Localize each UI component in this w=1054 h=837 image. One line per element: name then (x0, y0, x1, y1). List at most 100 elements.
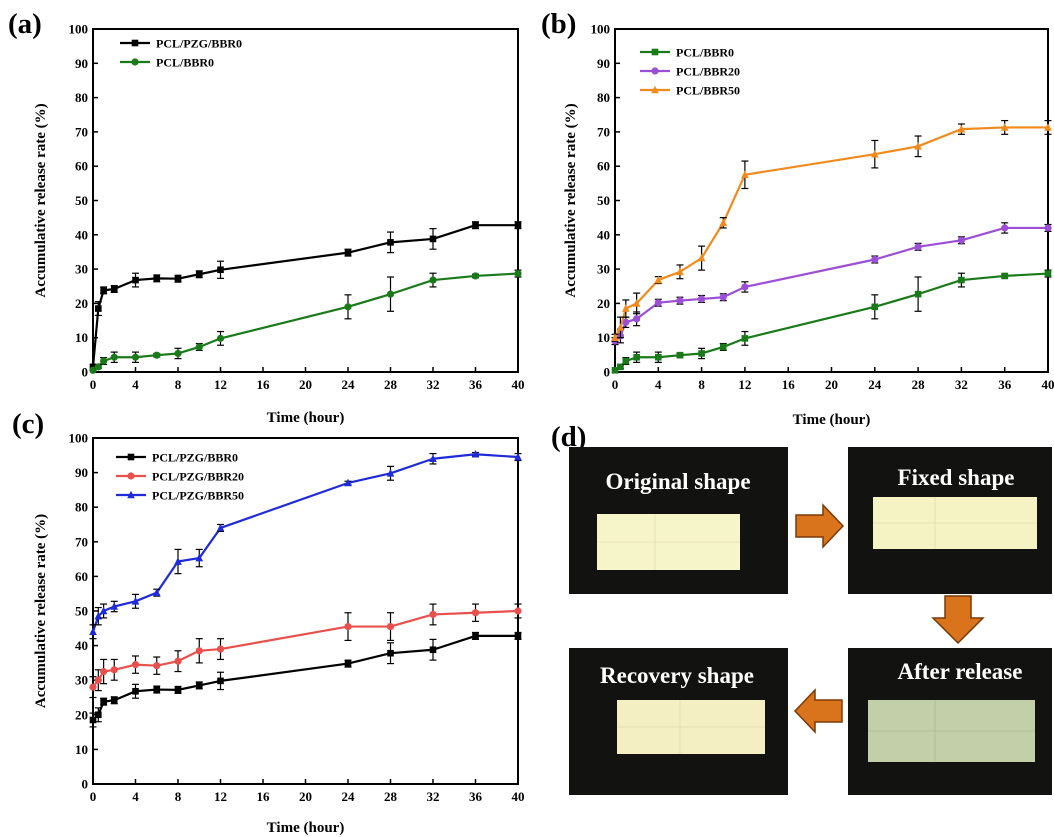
panel-label: (b) (541, 8, 576, 40)
legend-label: PCL/BBR50 (676, 84, 740, 98)
data-point (174, 557, 182, 565)
legend-marker (651, 67, 659, 75)
legend-label: PCL/PZG/BBR0 (152, 451, 238, 465)
data-point (195, 682, 203, 689)
data-point (174, 275, 182, 283)
data-point (217, 677, 224, 685)
photo-after-release: After release (848, 648, 1052, 795)
data-point (216, 334, 225, 342)
data-point (611, 333, 619, 341)
y-tick-label: 10 (597, 330, 610, 345)
y-tick-label: 50 (75, 193, 88, 208)
chart-panel-a: (a) 0 10 20 30 40 50 60 70 80 90 100 0 4 8 12 16 20 24 28 32… (8, 8, 525, 426)
x-tick-label: 28 (384, 789, 398, 804)
y-tick-label: 100 (591, 22, 611, 37)
series-pcl-pzg-bbr20 (89, 603, 522, 699)
chart-panel-b: (b) 0 10 20 30 40 50 60 70 80 90 100 0 4 8 12 16 20 24 28 32… (541, 8, 1054, 428)
data-point (676, 351, 684, 359)
data-point (195, 343, 203, 351)
data-point (386, 622, 395, 631)
x-tick-label: 8 (175, 377, 182, 392)
y-axis-title: Accumulative release rate (%) (563, 103, 579, 297)
legend-label: PCL/PZG/BBR0 (156, 37, 242, 51)
data-point (633, 315, 641, 323)
data-point (89, 716, 97, 724)
y-tick-label: 20 (75, 707, 88, 722)
x-tick-label: 4 (132, 377, 139, 392)
x-tick-label: 28 (384, 377, 398, 392)
data-point (174, 686, 182, 694)
data-point (1001, 272, 1008, 280)
data-point (153, 351, 161, 359)
data-point (617, 363, 624, 371)
data-point (131, 661, 140, 669)
data-point (195, 270, 203, 278)
y-tick-label: 0 (604, 365, 611, 380)
y-tick-label: 60 (597, 159, 610, 174)
photo-original-shape: Original shape (569, 447, 788, 594)
series-pcl-pzg-bbr50 (89, 449, 522, 640)
x-axis-title: Time (hour) (267, 410, 345, 426)
series-line (614, 126, 1048, 339)
data-point (676, 267, 684, 276)
data-point (131, 597, 140, 605)
data-point (914, 243, 922, 251)
x-tick-label: 12 (214, 789, 227, 804)
data-point (429, 646, 437, 654)
data-point (132, 687, 139, 695)
data-point (89, 627, 97, 636)
x-tick-label: 16 (257, 377, 271, 392)
x-tick-label: 0 (90, 377, 97, 392)
x-tick-label: 0 (612, 377, 619, 392)
data-point (110, 353, 118, 361)
data-point (94, 676, 102, 684)
data-point (89, 366, 97, 374)
data-point (611, 366, 619, 374)
y-tick-label: 100 (69, 431, 89, 446)
data-point (676, 297, 684, 305)
data-point (871, 149, 879, 158)
y-tick-label: 90 (75, 56, 88, 71)
photo-label-after-release: After release (898, 659, 1023, 684)
x-tick-label: 12 (214, 377, 227, 392)
data-point (99, 606, 108, 615)
legend-marker (131, 39, 139, 47)
data-point (195, 647, 203, 655)
x-tick-label: 20 (299, 789, 312, 804)
data-point (1000, 123, 1009, 131)
data-point (344, 249, 352, 256)
y-tick-label: 60 (75, 159, 88, 174)
data-point (741, 335, 749, 342)
legend-label: PCL/BBR0 (676, 46, 734, 60)
data-point (110, 666, 118, 674)
x-tick-label: 4 (132, 789, 139, 804)
y-tick-label: 80 (75, 500, 88, 515)
data-point (622, 318, 630, 326)
x-axis-title: Time (hour) (793, 412, 871, 428)
arrow-left-icon (793, 688, 843, 734)
data-point (719, 343, 727, 351)
y-tick-label: 90 (597, 56, 610, 71)
data-point (871, 303, 879, 311)
data-point (514, 269, 522, 278)
legend-marker (127, 490, 135, 499)
x-tick-label: 40 (512, 377, 525, 392)
legend-marker (127, 453, 135, 461)
data-point (152, 588, 161, 596)
data-point (514, 452, 522, 461)
x-tick-label: 32 (955, 377, 968, 392)
photo-label-recovery: Recovery shape (600, 663, 754, 688)
x-tick-label: 36 (998, 377, 1012, 392)
data-point (654, 299, 662, 307)
series-line (614, 226, 1048, 342)
data-point (110, 696, 118, 704)
data-point (471, 609, 480, 617)
series-pcl-pzg-bbr0 (89, 221, 522, 371)
x-tick-label: 20 (299, 377, 312, 392)
y-tick-label: 10 (75, 330, 88, 345)
data-point (957, 124, 966, 133)
data-point (131, 353, 140, 361)
data-point (632, 299, 641, 307)
x-tick-label: 12 (738, 377, 751, 392)
y-tick-label: 20 (597, 296, 610, 311)
